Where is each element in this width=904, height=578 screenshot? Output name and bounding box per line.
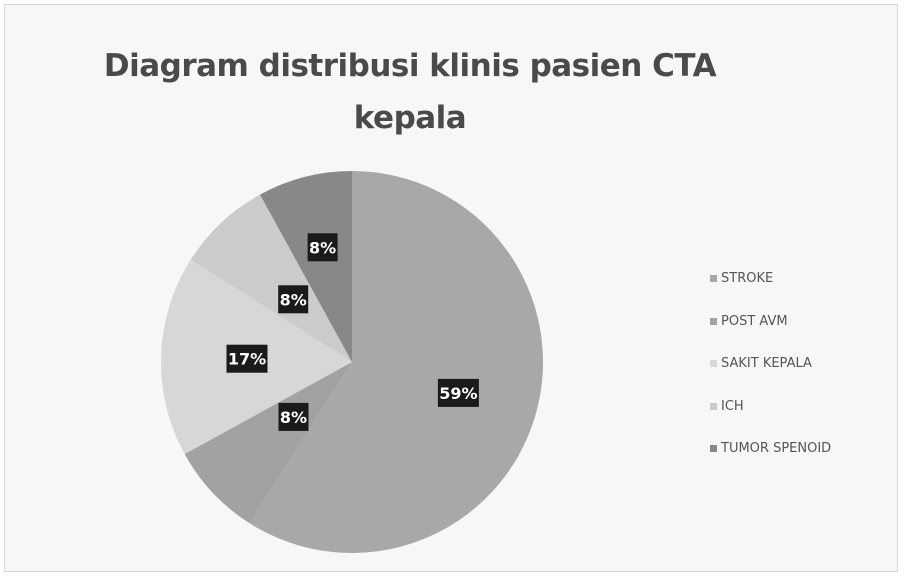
data-label-sakit-kepala: 17%: [226, 344, 268, 373]
legend-label-post-avm: POST AVM: [721, 313, 788, 329]
pie-slice-tumor-spenoid: [259, 171, 352, 362]
legend-swatch-tumor-spenoid: [710, 445, 717, 452]
chart-legend: STROKE POST AVM SAKIT KEPALA ICH TUMOR S…: [710, 268, 900, 481]
data-label-post-avm: 8%: [278, 402, 309, 431]
legend-item-post-avm: POST AVM: [710, 311, 900, 332]
data-label-box: [278, 285, 309, 314]
chart-title: Diagram distribusi klinis pasien CTA kep…: [60, 40, 760, 144]
data-label-tumor-spenoid: 8%: [307, 233, 338, 262]
pie-slice-post-avm: [184, 362, 352, 524]
data-label-box: [278, 402, 309, 431]
legend-label-ich: ICH: [721, 398, 744, 414]
data-label-box: [226, 344, 268, 373]
data-label-text: 8%: [280, 408, 307, 427]
legend-item-ich: ICH: [710, 396, 900, 417]
legend-swatch-stroke: [710, 275, 717, 282]
chart-title-line-2: kepala: [353, 100, 467, 136]
pie-slice-stroke: [249, 171, 543, 553]
data-label-box: [307, 233, 338, 262]
legend-swatch-ich: [710, 402, 717, 410]
legend-label-tumor-spenoid: TUMOR SPENOID: [721, 441, 832, 456]
data-label-text: 17%: [228, 350, 266, 369]
legend-item-tumor-spenoid: TUMOR SPENOID: [710, 438, 900, 459]
data-labels: 59% 8% 17% 8% 8%: [226, 233, 479, 431]
legend-label-sakit-kepala: SAKIT KEPALA: [721, 356, 812, 371]
data-label-ich: 8%: [278, 285, 309, 314]
legend-swatch-sakit-kepala: [710, 360, 717, 367]
data-label-text: 8%: [280, 290, 307, 309]
legend-item-sakit-kepala: SAKIT KEPALA: [710, 353, 900, 374]
data-label-text: 59%: [439, 384, 477, 403]
legend-swatch-post-avm: [710, 317, 717, 325]
chart-title-line-1: Diagram distribusi klinis pasien CTA: [103, 48, 717, 84]
data-label-text: 8%: [309, 238, 336, 257]
pie-slice-ich: [190, 194, 352, 362]
data-label-stroke: 59%: [437, 378, 479, 407]
legend-item-stroke: STROKE: [710, 268, 900, 289]
legend-label-stroke: STROKE: [721, 271, 774, 286]
data-label-box: [437, 378, 479, 407]
